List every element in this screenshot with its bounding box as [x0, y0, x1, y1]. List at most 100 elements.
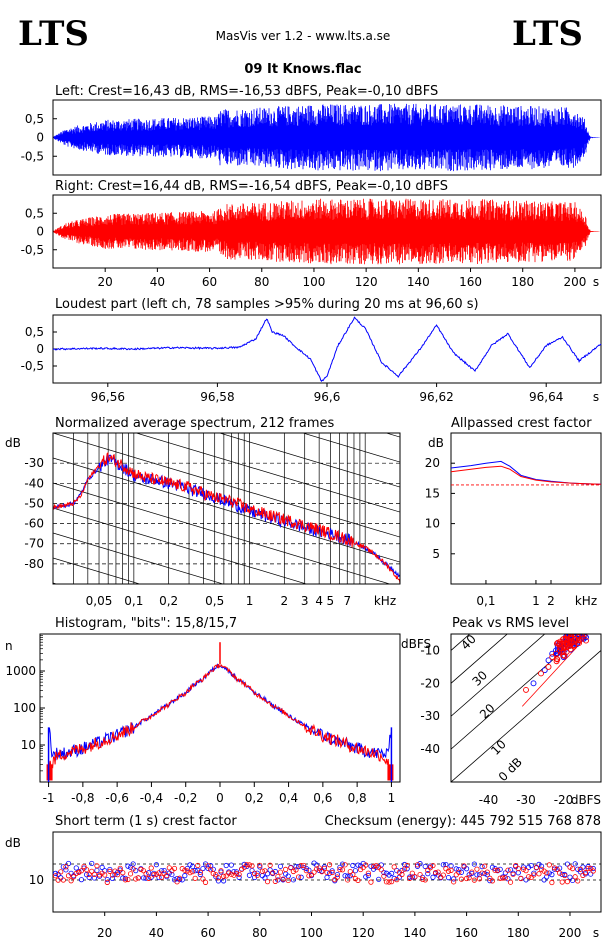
- crest-left-point: [363, 874, 369, 880]
- crest-right-point: [138, 866, 144, 872]
- crest-left-point: [133, 868, 139, 874]
- crest-left-point: [386, 872, 392, 878]
- crest-right-point: [533, 864, 539, 870]
- peak-rms-right-point: [579, 634, 586, 637]
- peak-rms-left-point: [579, 620, 584, 625]
- peak-rms-right-point: [576, 623, 581, 628]
- crest-right-point: [262, 868, 268, 874]
- crest-right-point: [461, 863, 467, 869]
- crest-right-point: [580, 872, 586, 879]
- logo-right: LTS: [512, 14, 583, 54]
- crest-left-point: [453, 866, 459, 872]
- waveform-left-plot: 0,5 0 -0,5: [21, 99, 602, 176]
- crest-right-point: [257, 862, 263, 868]
- crest-right-point: [146, 875, 152, 881]
- crest-right-point: [510, 871, 516, 877]
- crest-left-point: [99, 864, 105, 870]
- crest-right-point: [370, 863, 377, 870]
- crest-line-label: 0 dB: [496, 755, 525, 784]
- crest-right-point: [179, 866, 185, 872]
- crest-right-point: [505, 867, 511, 873]
- crest-right-point: [192, 875, 198, 881]
- peak-vs-rms-title: Peak vs RMS level: [452, 616, 569, 631]
- crest-right-point: [515, 865, 521, 872]
- crest-right-point: [107, 868, 113, 874]
- crest-left-point: [140, 875, 147, 881]
- crest-left-point: [404, 866, 410, 872]
- crest-right-point: [182, 867, 188, 873]
- crest-right-point: [55, 877, 61, 883]
- peak-rms-right-point: [561, 653, 568, 659]
- crest-right-point: [288, 865, 294, 871]
- crest-line: [451, 634, 546, 717]
- crest-right-point: [518, 875, 524, 882]
- x-tick-label: 5: [327, 594, 335, 608]
- x-tick-label: -0,8: [71, 791, 94, 805]
- x-tick-label: 100: [302, 275, 325, 289]
- crest-left-point: [577, 869, 583, 875]
- x-tick-label: 180: [507, 926, 530, 940]
- crest-left-point: [365, 872, 371, 879]
- crest-right-point: [210, 870, 216, 877]
- crest-right-point: [585, 865, 591, 872]
- y-tick-label: 15: [425, 486, 440, 500]
- crest-right-point: [412, 874, 418, 880]
- crest-right-point: [588, 865, 594, 872]
- crest-right-point: [94, 863, 100, 869]
- crest-left-point: [146, 870, 152, 876]
- crest-right-point: [321, 865, 328, 872]
- plot-frame: [52, 432, 401, 585]
- crest-right-point: [378, 867, 384, 873]
- crest-right-point: [417, 871, 423, 878]
- crest-right-point: [143, 871, 149, 877]
- crest-right-point: [332, 877, 338, 883]
- crest-right-point: [306, 873, 312, 879]
- y-tick-label: -30: [420, 709, 440, 723]
- crest-right-point: [355, 877, 361, 883]
- slope-line: [301, 433, 400, 463]
- slope-line: [53, 633, 400, 737]
- crest-right-point: [264, 879, 271, 885]
- crest-right-point: [458, 876, 465, 882]
- crest-right-point: [104, 879, 110, 885]
- crest-left-point: [368, 863, 374, 869]
- x-tick-label: -0,6: [105, 791, 128, 805]
- crest-right-point: [140, 868, 147, 874]
- crest-right-point: [414, 862, 421, 868]
- crest-right-point: [249, 863, 255, 869]
- peak-rms-left-point: [583, 620, 588, 625]
- spectrum-grid: [53, 433, 400, 737]
- crest-right-point: [205, 863, 211, 869]
- x-tick-label: 40: [149, 926, 164, 940]
- short-term-crest-title: Short term (1 s) crest factor: [55, 814, 237, 829]
- crest-right-point: [569, 866, 576, 872]
- waveform-right-title: Right: Crest=16,44 dB, RMS=-16,54 dBFS, …: [55, 179, 448, 194]
- peak-rms-right-point: [553, 658, 560, 665]
- crest-right-point: [184, 868, 191, 874]
- peak-rms-right-point: [586, 615, 591, 620]
- crest-left-point: [399, 867, 405, 874]
- crest-left-point: [272, 868, 278, 875]
- crest-left-point: [78, 877, 85, 883]
- y-tick-label: 10: [425, 517, 440, 531]
- crest-left-point: [187, 862, 193, 868]
- peak-rms-right-point: [570, 627, 575, 632]
- crest-right-point: [73, 870, 79, 876]
- crest-right-point: [339, 867, 346, 873]
- crest-left-point: [63, 867, 69, 873]
- crest-left-point: [544, 874, 550, 880]
- crest-right-point: [544, 870, 550, 876]
- spectrum-left-line: [53, 454, 400, 578]
- crest-left-point: [396, 874, 402, 880]
- crest-left-point: [557, 865, 563, 871]
- peak-rms-right-point: [586, 614, 591, 619]
- x-tick-label: kHz: [575, 594, 597, 608]
- crest-right-point: [523, 868, 529, 874]
- crest-line: [451, 634, 583, 750]
- crest-left-point: [197, 871, 203, 878]
- crest-left-point: [339, 861, 346, 867]
- x-tick-label: 96,56: [91, 390, 125, 404]
- crest-left-point: [407, 874, 413, 880]
- crest-right-point: [283, 866, 289, 872]
- x-tick-label: 100: [300, 926, 323, 940]
